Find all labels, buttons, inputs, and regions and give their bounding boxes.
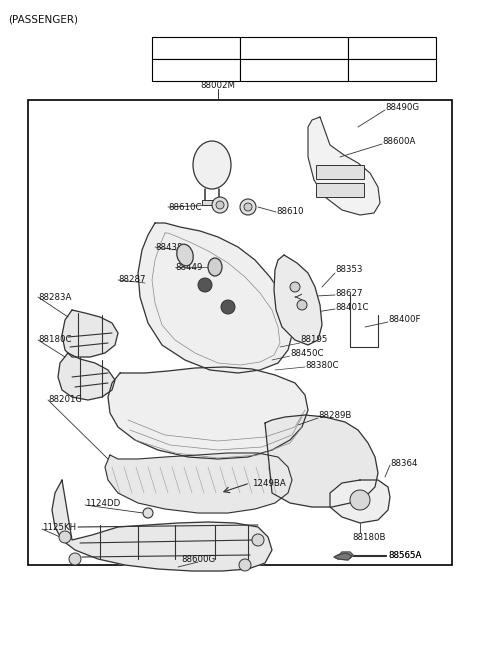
Text: 88287: 88287 (118, 276, 145, 284)
Polygon shape (274, 255, 322, 345)
Circle shape (239, 559, 251, 571)
Circle shape (350, 490, 370, 510)
Polygon shape (308, 117, 380, 215)
Text: 88401C: 88401C (335, 303, 369, 312)
Circle shape (244, 203, 252, 211)
Text: SEAT ASSY: SEAT ASSY (366, 65, 418, 75)
Bar (240, 37, 348, 59)
Ellipse shape (193, 141, 231, 189)
Polygon shape (334, 553, 352, 560)
Polygon shape (265, 415, 378, 507)
Circle shape (290, 282, 300, 292)
Text: 1249BA: 1249BA (252, 479, 286, 487)
Text: PODS: PODS (280, 65, 308, 75)
Bar (202, 200, 222, 205)
Bar (316, 183, 364, 197)
Polygon shape (340, 552, 353, 558)
Polygon shape (138, 223, 292, 373)
Circle shape (216, 201, 224, 209)
Text: 88364: 88364 (390, 458, 418, 468)
Circle shape (69, 553, 81, 565)
Text: 88201C: 88201C (48, 396, 82, 405)
Polygon shape (330, 480, 390, 523)
Text: 88283A: 88283A (38, 293, 72, 301)
Text: 88438: 88438 (155, 242, 182, 252)
Circle shape (59, 531, 71, 543)
Text: 88380C: 88380C (305, 360, 338, 369)
Text: 20060911~: 20060911~ (168, 65, 225, 75)
Ellipse shape (177, 244, 193, 266)
Text: 88490G: 88490G (385, 102, 419, 111)
Text: 88180C: 88180C (38, 335, 72, 345)
Bar (316, 165, 364, 179)
Text: ASSY: ASSY (380, 43, 404, 53)
Polygon shape (58, 353, 115, 400)
Text: 88565A: 88565A (388, 552, 421, 561)
Text: 88600G: 88600G (181, 555, 215, 563)
Bar (152, 37, 240, 59)
Text: 88180B: 88180B (352, 533, 385, 542)
Polygon shape (108, 367, 308, 459)
Polygon shape (62, 310, 118, 357)
Text: 1124DD: 1124DD (85, 498, 120, 508)
Text: SENSOR TYPE: SENSOR TYPE (260, 43, 328, 53)
Circle shape (240, 199, 256, 215)
Circle shape (143, 508, 153, 518)
Text: 88353: 88353 (335, 265, 362, 274)
Circle shape (221, 300, 235, 314)
Circle shape (252, 534, 264, 546)
Text: 88002M: 88002M (201, 81, 236, 90)
Text: Period: Period (181, 43, 211, 53)
Bar (348, 59, 436, 81)
Text: 88400F: 88400F (388, 316, 420, 324)
Circle shape (212, 197, 228, 213)
Bar (348, 37, 436, 59)
Circle shape (297, 300, 307, 310)
Text: 88449: 88449 (175, 263, 203, 272)
Text: 88610: 88610 (276, 208, 303, 217)
Ellipse shape (208, 258, 222, 276)
Text: 88195: 88195 (300, 335, 327, 345)
Bar (152, 59, 240, 81)
Text: 88565A: 88565A (388, 550, 421, 559)
Circle shape (198, 278, 212, 292)
Text: (PASSENGER): (PASSENGER) (8, 15, 78, 25)
Polygon shape (52, 480, 272, 571)
Bar (240, 59, 348, 81)
Text: 1125KH: 1125KH (42, 523, 76, 531)
Text: 88610C: 88610C (168, 202, 202, 212)
Text: 88450C: 88450C (290, 348, 324, 358)
Polygon shape (105, 453, 292, 513)
Text: 88627: 88627 (335, 288, 362, 297)
Bar (28, 100, 452, 565)
Text: 88600A: 88600A (382, 136, 415, 145)
Text: 88289B: 88289B (318, 411, 351, 419)
